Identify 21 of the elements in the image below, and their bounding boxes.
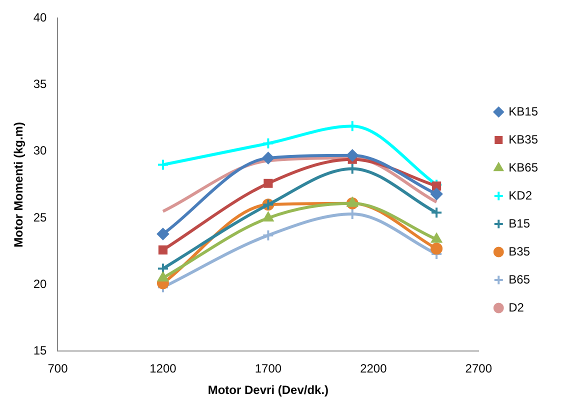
legend-label: D2 xyxy=(508,300,524,314)
y-axis-title: Motor Momenti (kg.m) xyxy=(12,122,26,248)
x-tick-label: 700 xyxy=(48,362,68,376)
legend-label: KB15 xyxy=(508,104,538,118)
legend-label: KB65 xyxy=(508,160,538,174)
x-tick-label: 1700 xyxy=(254,362,282,376)
y-tick-label: 15 xyxy=(33,344,48,358)
legend-label: B15 xyxy=(508,216,530,230)
legend-label: KD2 xyxy=(508,188,532,202)
x-tick-label: 1200 xyxy=(150,362,177,376)
y-tick-label: 30 xyxy=(33,144,48,158)
y-tick-label: 40 xyxy=(33,10,48,25)
y-tick-label: 20 xyxy=(33,276,48,291)
y-tick-label: 25 xyxy=(33,210,48,224)
legend-label: B35 xyxy=(508,244,530,258)
legend-label: B65 xyxy=(508,272,530,286)
legend-label: KB35 xyxy=(508,132,538,146)
y-tick-label: 35 xyxy=(33,77,48,92)
x-tick-label: 2200 xyxy=(360,362,388,376)
x-axis-title: Motor Devri (Dev/dk.) xyxy=(208,383,329,398)
x-tick-label: 2700 xyxy=(465,362,492,376)
